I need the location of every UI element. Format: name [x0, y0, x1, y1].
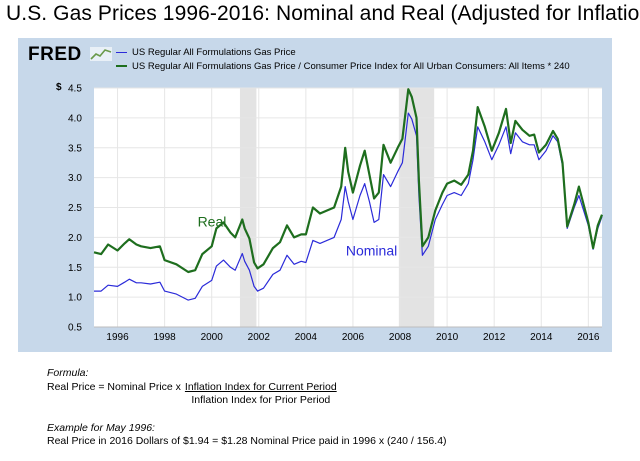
series-line-nominal	[94, 112, 603, 301]
example-line: Real Price in 2016 Dollars of $1.94 = $1…	[47, 435, 447, 447]
x-tick-label-3: 2002	[248, 332, 271, 343]
x-tick-label-4: 2004	[295, 332, 318, 343]
y-tick-label-2: 1.5	[68, 263, 82, 274]
x-tick-label-2: 2000	[201, 332, 224, 343]
annotation-real: Real	[198, 214, 227, 230]
fred-logo-line-icon	[90, 47, 112, 61]
x-tick-label-1: 1998	[153, 332, 176, 343]
x-tick-label-10: 2016	[577, 332, 600, 343]
legend-item-nominal: US Regular All Formulations Gas Price	[116, 45, 570, 59]
formula-left: Real Price = Nominal Price x	[47, 380, 181, 393]
legend-swatch-nominal	[116, 51, 127, 53]
fred-logo: FRED	[28, 44, 82, 65]
y-tick-label-7: 4.0	[68, 113, 82, 124]
formula-heading: Formula:	[47, 367, 89, 379]
y-tick-label-1: 1.0	[68, 293, 82, 304]
formula-numerator: Inflation Index for Current Period	[184, 380, 337, 393]
x-tick-label-6: 2008	[389, 332, 412, 343]
formula-notes: Formula: Real Price = Nominal Price x In…	[47, 367, 447, 449]
x-tick-label-7: 2010	[436, 332, 459, 343]
x-tick-label-9: 2014	[530, 332, 553, 343]
example-heading: Example for May 1996:	[47, 421, 155, 434]
y-tick-label-5: 3.0	[68, 173, 82, 184]
x-tick-label-0: 1996	[106, 332, 129, 343]
legend-swatch-real	[116, 65, 127, 67]
formula-denominator: Inflation Index for Prior Period	[191, 394, 331, 406]
y-tick-label-0: 0.5	[68, 323, 82, 334]
legend-label-nominal: US Regular All Formulations Gas Price	[132, 46, 296, 58]
y-tick-label-3: 2.0	[68, 233, 82, 244]
legend-label-real: US Regular All Formulations Gas Price / …	[132, 60, 570, 72]
formula-fraction: Inflation Index for Current Period Infla…	[185, 381, 337, 408]
y-tick-label-4: 2.5	[68, 203, 82, 214]
fred-chart-panel: FRED US Regular All Formulations Gas Pri…	[18, 38, 612, 352]
x-tick-label-8: 2012	[483, 332, 506, 343]
annotation-nominal: Nominal	[346, 242, 397, 258]
y-tick-label-8: 4.5	[68, 84, 82, 95]
legend: US Regular All Formulations Gas Price US…	[116, 45, 570, 73]
line-chart: 0.5 1.0 1.5 2.0 2.5 3.0 3.5 4.0 4.5 1996 1998 2000 2…	[68, 84, 604, 343]
formula-row: Real Price = Nominal Price x Inflation I…	[47, 381, 447, 408]
x-tick-label-5: 2006	[342, 332, 365, 343]
page-title: U.S. Gas Prices 1996-2016: Nominal and R…	[6, 2, 640, 25]
y-tick-label-6: 3.5	[68, 143, 82, 154]
y-axis-unit: $	[56, 82, 62, 93]
legend-item-real: US Regular All Formulations Gas Price / …	[116, 59, 570, 73]
